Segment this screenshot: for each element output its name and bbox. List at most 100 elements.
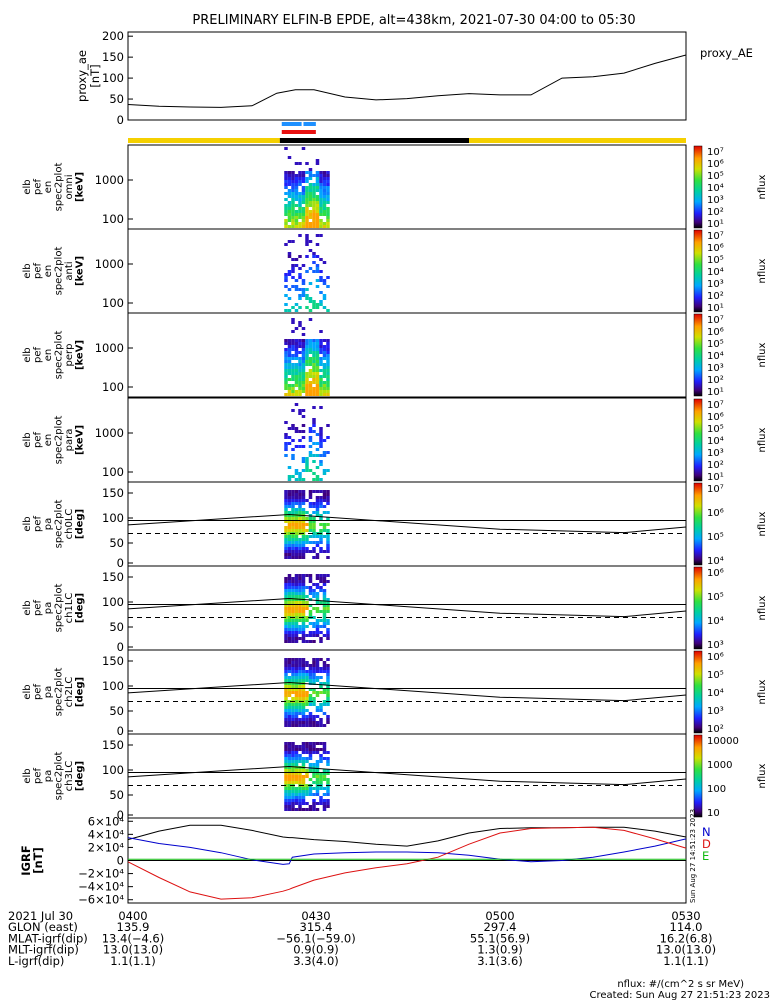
proxy-ae-ylabel-line: proxy_ae bbox=[75, 50, 89, 102]
heatmap-cell bbox=[312, 222, 316, 225]
heatmap-cell bbox=[312, 454, 316, 457]
heatmap-cell bbox=[305, 180, 309, 183]
ch1LC-cbar-tick: 10⁴ bbox=[707, 616, 724, 627]
heatmap-cell bbox=[322, 279, 327, 282]
heatmap-cell bbox=[294, 189, 299, 192]
heatmap-cell bbox=[284, 177, 288, 180]
heatmap-cell bbox=[326, 622, 330, 625]
heatmap-cell bbox=[298, 372, 302, 375]
ch0LC-cbar-label: nflux bbox=[757, 511, 768, 536]
heatmap-cell bbox=[305, 255, 309, 258]
heatmap-cell bbox=[291, 342, 295, 345]
heatmap-cell bbox=[294, 225, 299, 228]
heatmap-cell bbox=[287, 703, 292, 706]
heatmap-cell bbox=[308, 808, 313, 811]
heatmap-cell bbox=[319, 676, 323, 679]
heatmap-cell bbox=[319, 799, 323, 802]
heatmap-cell bbox=[301, 189, 306, 192]
heatmap-cell bbox=[287, 535, 292, 538]
heatmap-cell bbox=[312, 192, 316, 195]
ch1LC-cbar-tick: 10⁶ bbox=[707, 568, 724, 579]
heatmap-cell bbox=[294, 637, 299, 640]
heatmap-cell bbox=[326, 556, 330, 559]
heatmap-cell bbox=[301, 490, 306, 493]
heatmap-cell bbox=[305, 499, 309, 502]
heatmap-cell bbox=[315, 793, 320, 796]
heatmap-cell bbox=[294, 745, 299, 748]
heatmap-cell bbox=[312, 661, 316, 664]
heatmap-cell bbox=[326, 685, 330, 688]
heatmap-cell bbox=[326, 721, 330, 724]
heatmap-cell bbox=[298, 216, 302, 219]
heatmap-cell bbox=[287, 390, 292, 393]
heatmap-cell bbox=[298, 387, 302, 390]
heatmap-cell bbox=[284, 622, 288, 625]
heatmap-cell bbox=[301, 706, 306, 709]
heatmap-cell bbox=[287, 787, 292, 790]
heatmap-cell bbox=[284, 580, 288, 583]
heatmap-cell bbox=[301, 793, 306, 796]
heatmap-cell bbox=[298, 760, 302, 763]
heatmap-cell bbox=[291, 207, 295, 210]
heatmap-cell bbox=[284, 658, 288, 661]
heatmap-cell bbox=[284, 520, 288, 523]
heatmap-cell bbox=[284, 339, 288, 342]
spec_omni-cbar-tick: 10⁴ bbox=[707, 183, 724, 194]
heatmap-cell bbox=[291, 475, 295, 478]
heatmap-cell bbox=[319, 631, 323, 634]
heatmap-cell bbox=[291, 526, 295, 529]
heatmap-cell bbox=[287, 688, 292, 691]
spec_anti-ylabel-line: [keV] bbox=[75, 256, 86, 286]
heatmap-cell bbox=[322, 574, 327, 577]
heatmap-cell bbox=[287, 658, 292, 661]
heatmap-cell bbox=[315, 751, 320, 754]
heatmap-cell bbox=[287, 601, 292, 604]
heatmap-cell bbox=[298, 162, 302, 165]
heatmap-cell bbox=[294, 667, 299, 670]
heatmap-cell bbox=[312, 252, 316, 255]
heatmap-cell bbox=[284, 505, 288, 508]
heatmap-cell bbox=[305, 171, 309, 174]
heatmap-cell bbox=[308, 676, 313, 679]
heatmap-cell bbox=[291, 225, 295, 228]
heatmap-cell bbox=[305, 469, 309, 472]
heatmap-cell bbox=[284, 712, 288, 715]
heatmap-cell bbox=[315, 694, 320, 697]
heatmap-cell bbox=[291, 613, 295, 616]
heatmap-cell bbox=[322, 613, 327, 616]
heatmap-cell bbox=[284, 351, 288, 354]
heatmap-cell bbox=[284, 808, 288, 811]
heatmap-cell bbox=[322, 390, 327, 393]
heatmap-cell bbox=[322, 297, 327, 300]
heatmap-cell bbox=[284, 454, 288, 457]
heatmap-cell bbox=[305, 724, 309, 727]
ch1LC-cbar-label: nflux bbox=[757, 595, 768, 620]
proxy-ae-ytick-label: 50 bbox=[109, 92, 124, 106]
heatmap-cell bbox=[298, 544, 302, 547]
heatmap-cell bbox=[284, 673, 288, 676]
heatmap-cell bbox=[305, 595, 309, 598]
heatmap-cell bbox=[301, 369, 306, 372]
heatmap-cell bbox=[294, 604, 299, 607]
heatmap-cell bbox=[298, 604, 302, 607]
heatmap-cell bbox=[312, 345, 316, 348]
heatmap-cell bbox=[315, 631, 320, 634]
heatmap-cell bbox=[319, 222, 323, 225]
heatmap-cell bbox=[322, 619, 327, 622]
heatmap-cell bbox=[284, 724, 288, 727]
heatmap-cell bbox=[284, 279, 288, 282]
heatmap-cell bbox=[319, 787, 323, 790]
heatmap-cell bbox=[284, 676, 288, 679]
heatmap-cell bbox=[305, 357, 309, 360]
heatmap-cell bbox=[305, 466, 309, 469]
footer-created: Created: Sun Aug 27 21:51:23 2023 bbox=[590, 990, 770, 1000]
heatmap-cell bbox=[326, 703, 330, 706]
heatmap-cell bbox=[308, 604, 313, 607]
footer-cell: 2021 Jul 30 bbox=[8, 909, 73, 923]
heatmap-cell bbox=[326, 634, 330, 637]
heatmap-cell bbox=[312, 541, 316, 544]
ch0LC-ylabel-line: pef bbox=[33, 516, 44, 533]
heatmap-cell bbox=[319, 225, 323, 228]
heatmap-cell bbox=[312, 375, 316, 378]
heatmap-cell bbox=[294, 793, 299, 796]
